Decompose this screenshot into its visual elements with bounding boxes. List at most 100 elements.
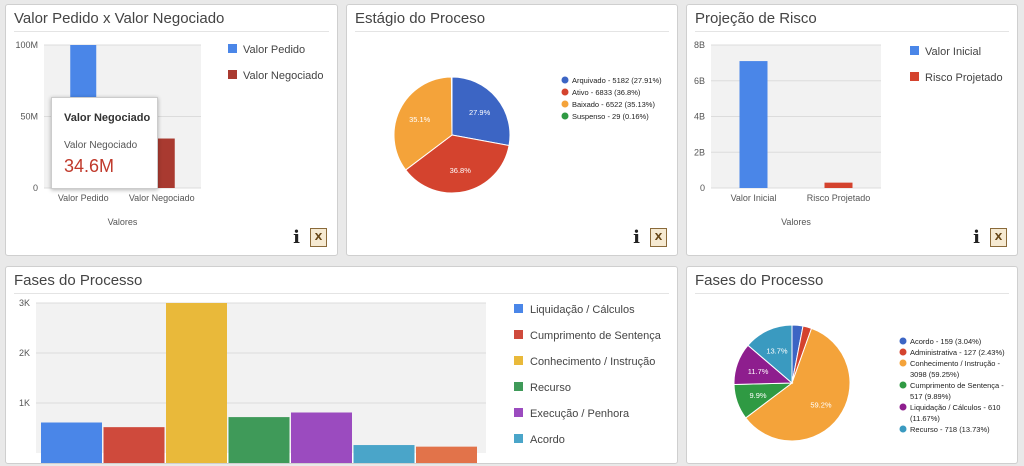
chart-projecao-risco: 0 2B 4B 6B 8B Valor Inicial Risco Projetado Val…	[694, 40, 1003, 227]
slice-label: 11.7%	[748, 367, 769, 376]
panel-fases-bar: Fases do Processo 1K 2K 3K Liquidação / Cál…	[5, 266, 678, 464]
legend-label: Conhecimento / Instrução -	[910, 359, 1001, 368]
legend-swatch	[514, 408, 523, 417]
legend-label: Suspenso - 29 (0.16%)	[572, 112, 649, 121]
pie-slice	[393, 76, 453, 171]
legend-label: Liquidação / Cálculos	[530, 304, 635, 316]
x-tick-label: Risco Projetado	[807, 193, 871, 203]
panel-fases-pie: Fases do Processo 59.2% 9.9% 11.7% 13.7% Aco…	[686, 266, 1018, 464]
legend-swatch	[228, 44, 237, 53]
legend-label: 3098 (59.25%)	[910, 370, 960, 379]
legend-swatch	[561, 100, 569, 108]
legend-label: Ativo - 6833 (36.8%)	[572, 88, 641, 97]
bar	[291, 412, 352, 463]
legend-label: Valor Inicial	[925, 46, 981, 58]
legend-swatch	[228, 70, 237, 79]
panel-title: Projeção de Risco	[695, 10, 1009, 32]
legend-swatch	[899, 337, 907, 345]
excel-export-icon[interactable]: X	[990, 228, 1007, 247]
panel-estagio: Estágio do Proceso 27.9% 36.8% 35.1% Arquiv…	[346, 4, 678, 256]
y-tick-label: 2B	[694, 147, 705, 157]
info-icon[interactable]: i	[973, 227, 980, 248]
legend-swatch	[910, 72, 919, 81]
legend-label: Valor Pedido	[243, 44, 305, 56]
panel-projecao-risco: Projeção de Risco 0 2B 4B 6B 8B Valor Inicial…	[686, 4, 1018, 256]
panel-valor-pedido: Valor Pedido x Valor Negociado 0 50M 100M V…	[5, 4, 338, 256]
panel-title: Fases do Processo	[14, 272, 669, 294]
y-tick-label: 3K	[19, 298, 30, 308]
chart-fases-bar: 1K 2K 3K Liquidação / Cálculos Cumprimento d…	[19, 298, 662, 463]
legend-label: Recurso	[530, 382, 571, 394]
bar	[103, 427, 165, 463]
y-tick-label: 1K	[19, 398, 30, 408]
x-tick-label: Valor Negociado	[129, 193, 195, 203]
tooltip-title: Valor Negociado	[64, 112, 151, 124]
chart-fases-pie: 59.2% 9.9% 11.7% 13.7% Acordo - 159 (3.04%) A…	[733, 324, 1005, 442]
bar	[41, 422, 102, 463]
bar	[166, 303, 227, 463]
info-icon[interactable]: i	[293, 227, 300, 248]
slice-label: 35.1%	[409, 115, 431, 124]
legend-label: Baixado - 6522 (35.13%)	[572, 100, 655, 109]
legend-label: Liquidação / Cálculos - 610	[910, 403, 1000, 412]
y-tick-label: 6B	[694, 76, 705, 86]
panel-title: Fases do Processo	[695, 272, 1009, 294]
x-tick-label: Valor Inicial	[731, 193, 777, 203]
x-axis-title: Valores	[108, 217, 138, 227]
legend-swatch	[514, 382, 523, 391]
pie-slice	[451, 76, 511, 147]
legend-swatch	[899, 425, 907, 433]
y-tick-label: 100M	[15, 40, 38, 50]
panel-title: Estágio do Proceso	[355, 10, 669, 32]
y-tick-label: 4B	[694, 112, 705, 122]
legend-swatch	[561, 76, 569, 84]
bar	[228, 417, 290, 463]
legend-swatch	[514, 304, 523, 313]
legend-label: (11.67%)	[910, 414, 940, 423]
y-tick-label: 0	[700, 183, 705, 193]
slice-label: 36.8%	[450, 166, 472, 175]
slice-label: 27.9%	[469, 108, 491, 117]
slice-label: 13.7%	[766, 346, 788, 355]
legend-swatch	[899, 381, 907, 389]
legend-label: Conhecimento / Instrução	[530, 356, 655, 368]
y-tick-label: 50M	[20, 112, 38, 122]
legend-label: Cumprimento de Sentença -	[910, 381, 1004, 390]
pie-slice	[744, 327, 851, 442]
legend-label: Recurso - 718 (13.73%)	[910, 425, 990, 434]
legend-swatch	[899, 348, 907, 356]
bar	[416, 446, 477, 463]
y-tick-label: 0	[33, 183, 38, 193]
tooltip-value: 34.6M	[64, 156, 115, 176]
y-tick-label: 2K	[19, 348, 30, 358]
chart-estagio: 27.9% 36.8% 35.1% Arquivado - 5182 (27.91%)…	[393, 76, 662, 194]
info-icon[interactable]: i	[633, 227, 640, 248]
y-tick-label: 8B	[694, 40, 705, 50]
legend-label: Risco Projetado	[925, 72, 1003, 84]
bar	[353, 445, 415, 463]
legend-label: Valor Negociado	[243, 70, 324, 82]
legend-swatch	[561, 112, 569, 120]
panel-title: Valor Pedido x Valor Negociado	[14, 10, 329, 32]
legend-swatch	[514, 434, 523, 443]
legend-swatch	[514, 356, 523, 365]
legend-label: Administrativa - 127 (2.43%)	[910, 348, 1005, 357]
excel-export-icon[interactable]: X	[650, 228, 667, 247]
slice-label: 9.9%	[749, 391, 766, 400]
legend-label: 517 (9.89%)	[910, 392, 951, 401]
legend-swatch	[899, 359, 907, 367]
pie-slice	[747, 324, 793, 385]
bar	[739, 61, 768, 188]
legend-swatch	[899, 403, 907, 411]
chart-tooltip: Valor Negociado Valor Negociado 34.6M	[51, 97, 158, 189]
pie-slice	[405, 134, 510, 194]
legend-swatch	[514, 330, 523, 339]
pie-slice	[450, 76, 453, 136]
x-axis-title: Valores	[781, 217, 811, 227]
tooltip-label: Valor Negociado	[64, 140, 138, 151]
excel-export-icon[interactable]: X	[310, 228, 327, 247]
legend-label: Arquivado - 5182 (27.91%)	[572, 76, 662, 85]
legend-swatch	[561, 88, 569, 96]
x-tick-label: Valor Pedido	[58, 193, 109, 203]
slice-label: 59.2%	[810, 400, 832, 409]
